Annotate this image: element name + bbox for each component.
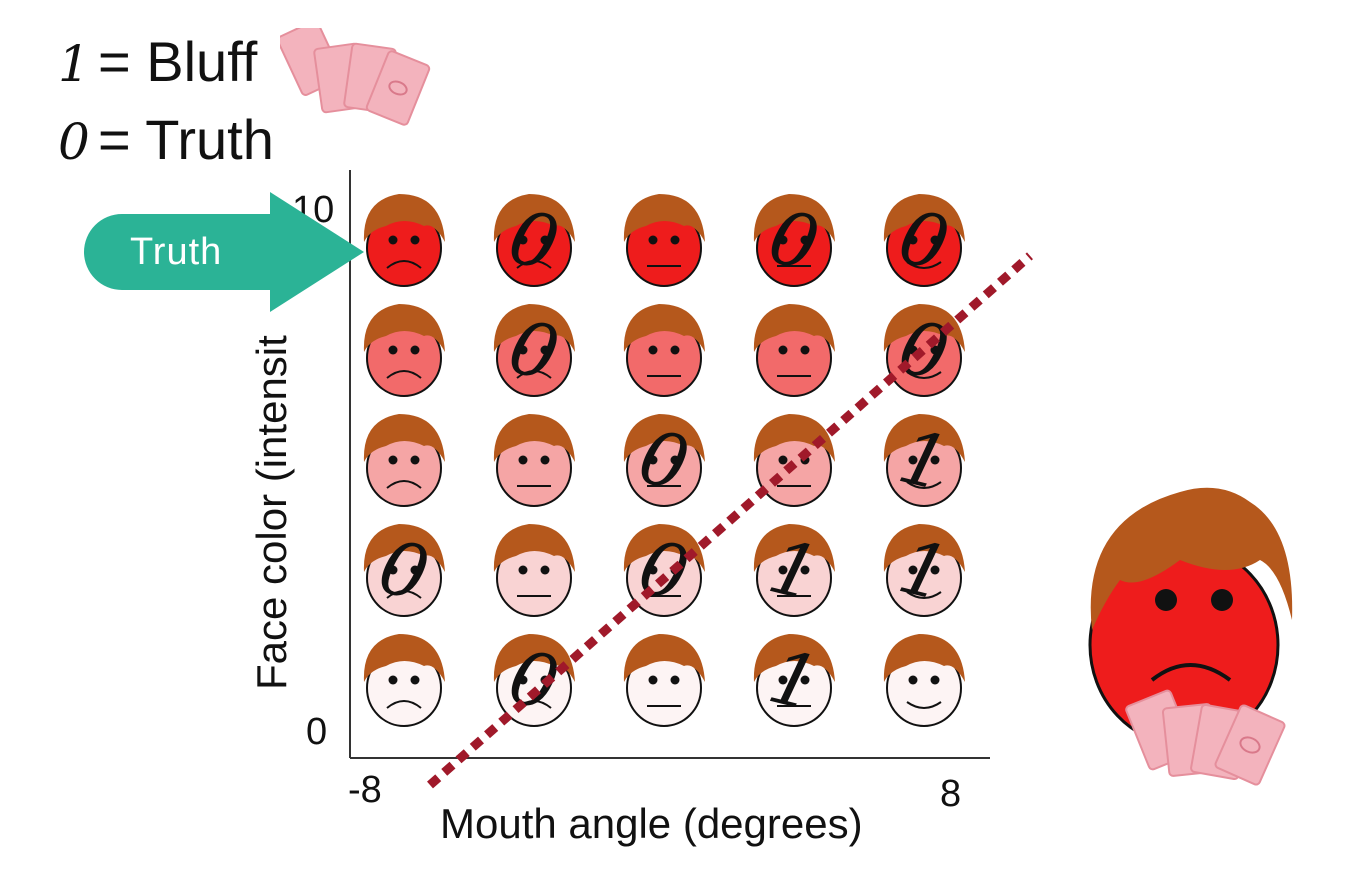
legend-bluff: 1 = Bluff — [58, 32, 257, 94]
legend-truth-text: = Truth — [98, 108, 274, 171]
callout-arrow-shape — [84, 192, 364, 312]
face-r2-c2 — [623, 414, 705, 507]
faces-layer: 0 0 00 00 10 0 1 10 1 — [363, 194, 965, 728]
face-r3-c3 — [753, 524, 835, 617]
legend-truth: 0 = Truth — [58, 110, 274, 172]
face-r3-c1 — [493, 524, 575, 617]
legend-bluff-text: = Bluff — [98, 30, 258, 93]
face-r0-c3 — [753, 194, 835, 287]
face-r0-c4 — [883, 194, 965, 287]
y-tick-min: 0 — [306, 711, 328, 753]
suspect-face-icon — [1088, 487, 1293, 786]
face-r2-c0 — [363, 414, 445, 507]
face-r2-c1 — [493, 414, 575, 507]
face-r2-c4 — [883, 414, 965, 507]
face-r1-c1 — [493, 304, 575, 397]
x-tick-max: 8 — [940, 773, 962, 815]
face-r4-c0 — [363, 634, 445, 727]
face-r4-c3 — [753, 634, 835, 727]
x-tick-min: -8 — [348, 769, 382, 811]
face-r3-c0 — [363, 524, 445, 617]
face-r0-c0 — [363, 194, 445, 287]
callout-label: Truth — [130, 231, 223, 273]
face-r0-c1 — [493, 194, 575, 287]
decision-boundary-line — [427, 252, 1033, 789]
y-axis-label: Face color (intensit — [248, 335, 295, 690]
face-r0-c2 — [623, 194, 705, 287]
legend-bluff-digit: 1 — [58, 35, 90, 93]
face-r4-c2 — [623, 634, 705, 727]
legend-truth-digit: 0 — [58, 113, 90, 171]
playing-cards-icon — [280, 28, 431, 126]
face-r4-c4 — [883, 634, 965, 727]
truth-callout: Truth — [72, 192, 372, 312]
face-r3-c4 — [883, 524, 965, 617]
face-r1-c0 — [363, 304, 445, 397]
x-axis-label: Mouth angle (degrees) — [440, 800, 863, 847]
face-r1-c3 — [753, 304, 835, 397]
face-r1-c2 — [623, 304, 705, 397]
suspect-card-4 — [1214, 704, 1286, 786]
card-4 — [365, 50, 431, 126]
